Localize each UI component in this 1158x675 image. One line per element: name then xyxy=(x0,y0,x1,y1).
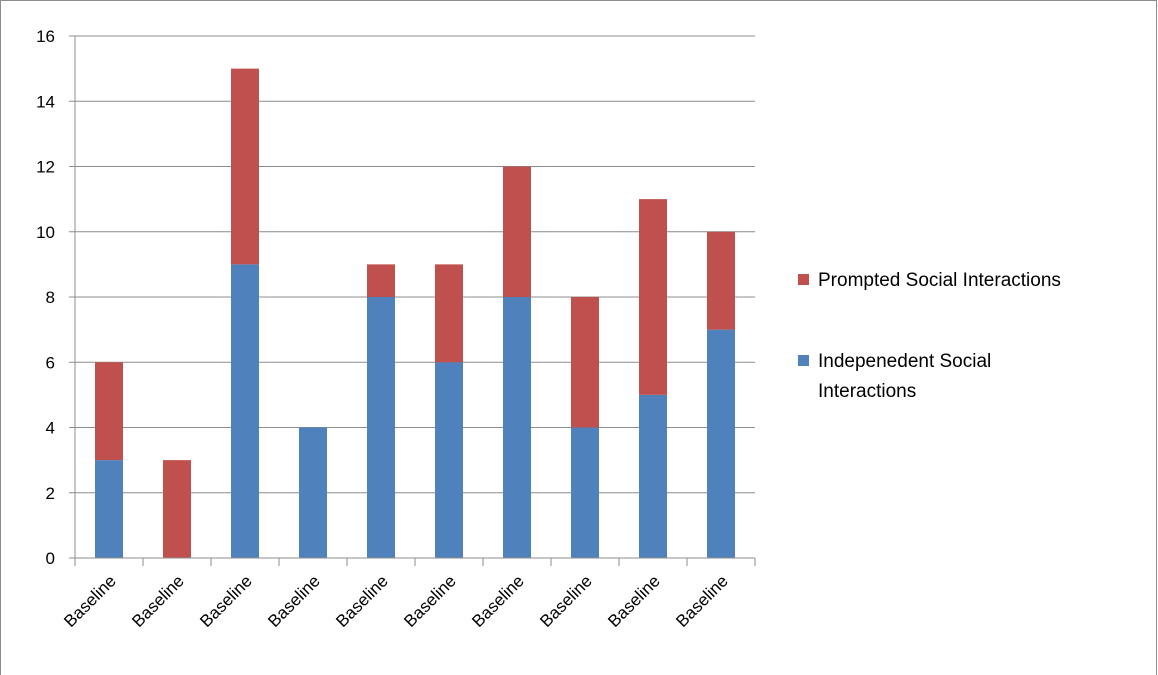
legend-label: Interactions xyxy=(818,381,916,402)
y-tick-label: 14 xyxy=(36,92,55,111)
bar-segment xyxy=(503,166,531,297)
bar-segment xyxy=(639,394,667,558)
y-tick-label: 4 xyxy=(46,419,55,438)
y-tick-label: 0 xyxy=(46,549,55,568)
bar-segment xyxy=(163,460,191,558)
x-tick-label: Baseline xyxy=(128,571,188,631)
x-tick-label: Baseline xyxy=(60,571,120,631)
bar-segment xyxy=(571,297,599,428)
bar-segment xyxy=(435,264,463,363)
x-tick-label: Baseline xyxy=(196,571,256,631)
bar-segment xyxy=(571,427,599,558)
bar-segment xyxy=(639,199,667,395)
legend: Prompted Social Interactions Indepenedent… xyxy=(798,270,1061,402)
legend-swatch xyxy=(798,355,809,366)
x-tick-label: Baseline xyxy=(468,571,528,631)
bar-segment xyxy=(299,427,327,558)
legend-label: Prompted Social Interactions xyxy=(818,270,1061,291)
y-tick-label: 10 xyxy=(36,223,55,242)
x-tick-label: Baseline xyxy=(332,571,392,631)
bar-segment xyxy=(231,264,259,558)
y-tick-label: 6 xyxy=(46,353,55,372)
y-tick-label: 12 xyxy=(36,158,55,177)
bar-segment xyxy=(231,68,259,265)
bars xyxy=(95,68,735,558)
x-tick-label: Baseline xyxy=(604,571,664,631)
x-tick-label: Baseline xyxy=(400,571,460,631)
legend-label: Indepenedent Social xyxy=(818,351,991,372)
legend-swatch xyxy=(798,274,809,285)
bar-segment xyxy=(95,460,123,558)
x-tick-label: Baseline xyxy=(264,571,324,631)
bar-segment xyxy=(503,297,531,558)
bar-segment xyxy=(367,297,395,558)
x-tick-label: Baseline xyxy=(536,571,596,631)
bar-segment xyxy=(707,329,735,558)
bar-segment xyxy=(95,362,123,461)
bar-segment xyxy=(435,362,463,558)
x-tick-label: Baseline xyxy=(672,571,732,631)
y-tick-label: 2 xyxy=(46,484,55,503)
y-tick-label: 16 xyxy=(36,27,55,46)
y-tick-label: 8 xyxy=(46,288,55,307)
bar-segment xyxy=(707,231,735,330)
bar-segment xyxy=(367,264,395,297)
